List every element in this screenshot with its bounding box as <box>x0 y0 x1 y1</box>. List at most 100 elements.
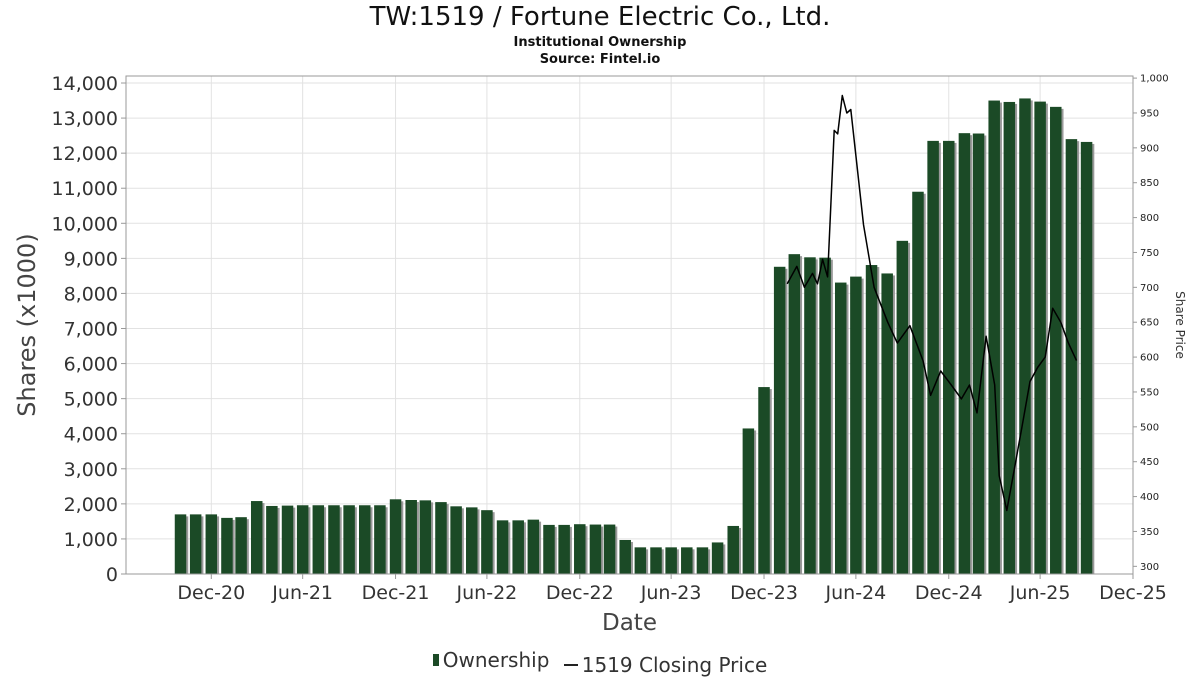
y2-tick-label: 800 <box>1140 213 1159 224</box>
ownership-bar <box>711 542 724 574</box>
y-tick-label: 1,000 <box>64 529 118 551</box>
y-tick-label: 3,000 <box>64 459 118 481</box>
ownership-bar <box>359 505 371 574</box>
y-tick-label: 2,000 <box>64 494 118 516</box>
y2-axis-label: Share Price <box>1173 291 1187 359</box>
legend-price-label: 1519 Closing Price <box>581 653 768 677</box>
y2-tick-label: 850 <box>1140 178 1159 189</box>
ownership-bar <box>1003 101 1016 574</box>
ownership-bar <box>1019 98 1031 574</box>
y-tick-label: 5,000 <box>64 389 118 411</box>
y-tick-label: 0 <box>106 564 118 586</box>
ownership-bar <box>634 547 647 574</box>
y-tick-label: 9,000 <box>64 248 118 270</box>
legend-ownership: Ownership <box>432 648 550 672</box>
ownership-bar <box>1080 141 1093 575</box>
y2-tick-label: 300 <box>1140 562 1159 573</box>
axes: 0 1,000 2,000 3,000 4,000 5,000 6,000 7,000 8,00… <box>13 73 1187 636</box>
ownership-bar <box>405 500 417 574</box>
price-line-swatch-icon <box>563 664 578 666</box>
ownership-bar <box>696 547 709 574</box>
ownership-bar <box>788 254 801 574</box>
y2-tick-label: 950 <box>1140 108 1159 119</box>
ownership-bar <box>804 257 816 574</box>
ownership-bar <box>758 387 770 574</box>
y2-tick-label: 700 <box>1140 283 1159 294</box>
ownership-bar <box>221 517 233 574</box>
ownership-bar <box>266 505 278 574</box>
ownership-bar <box>543 524 555 574</box>
ownership-bar <box>466 507 478 574</box>
y-tick-label: 11,000 <box>52 178 118 200</box>
ownership-chart: 0 1,000 2,000 3,000 4,000 5,000 6,000 7,000 8,00… <box>13 73 1187 636</box>
y2-tick-label: 400 <box>1140 492 1159 503</box>
y2-tick-label: 650 <box>1140 318 1159 329</box>
price-line-layer <box>786 94 1078 512</box>
ownership-bar <box>250 501 263 574</box>
ownership-bar <box>834 282 847 574</box>
x-tick-label: Jun-24 <box>825 582 887 604</box>
y2-tick-label: 500 <box>1140 422 1159 433</box>
legend-ownership-label: Ownership <box>442 648 550 672</box>
y-tick-label: 13,000 <box>52 108 118 130</box>
y-tick-label: 12,000 <box>52 143 118 165</box>
ownership-bar <box>328 505 340 574</box>
ownership-bar <box>972 133 985 574</box>
ownership-bar <box>943 140 955 574</box>
ownership-bar <box>174 514 187 574</box>
x-tick-label: Jun-21 <box>271 582 333 604</box>
ownership-bar <box>742 428 755 574</box>
chart-title: TW:1519 / Fortune Electric Co., Ltd. <box>369 2 831 32</box>
ownership-bar <box>912 191 924 574</box>
ownership-bar <box>527 519 540 574</box>
ownership-bar <box>574 524 586 574</box>
x-tick-label: Dec-23 <box>730 582 798 604</box>
ownership-swatch-icon <box>432 654 439 666</box>
ownership-bar <box>189 514 202 574</box>
plot-frame <box>125 75 1134 575</box>
y-tick-label: 6,000 <box>64 354 118 376</box>
y-tick-label: 14,000 <box>52 73 118 95</box>
x-tick-label: Dec-21 <box>362 582 430 604</box>
chart-source: Source: Fintel.io <box>539 52 661 67</box>
ownership-bar <box>435 502 447 574</box>
y2-tick-label: 550 <box>1140 387 1159 398</box>
ownership-bar <box>589 524 602 574</box>
y2-tick-label: 900 <box>1140 143 1159 154</box>
ownership-bar <box>512 520 524 574</box>
ownership-bar <box>374 505 386 574</box>
ownership-bar <box>881 273 893 574</box>
y2-tick-label: 600 <box>1140 353 1159 364</box>
ownership-bar <box>650 547 662 574</box>
y-tick-label: 8,000 <box>64 283 118 305</box>
x-tick-label: Dec-24 <box>915 582 983 604</box>
ownership-bar <box>481 510 493 574</box>
ownership-bars <box>174 98 1095 575</box>
chart-subtitle: Institutional Ownership <box>513 35 687 50</box>
ownership-bar <box>773 266 786 574</box>
x-tick-label: Jun-25 <box>1009 582 1071 604</box>
ownership-bar <box>281 505 294 574</box>
ownership-bar <box>896 240 909 574</box>
y-axis-label: Shares (x1000) <box>13 233 41 416</box>
y2-tick-label: 1,000 <box>1140 74 1169 85</box>
ownership-bar <box>958 133 971 574</box>
y-tick-label: 7,000 <box>64 319 118 341</box>
x-tick-label: Dec-20 <box>177 582 245 604</box>
ownership-bar <box>450 506 462 574</box>
ownership-bar <box>1034 101 1046 574</box>
ownership-bar <box>850 276 862 574</box>
y-tick-label: 10,000 <box>52 213 118 235</box>
ownership-bar <box>619 539 631 574</box>
legend-price: 1519 Closing Price <box>563 653 768 677</box>
y2-tick-label: 750 <box>1140 248 1159 259</box>
ownership-bar <box>419 500 432 574</box>
ownership-bar <box>819 257 831 574</box>
x-tick-label: Dec-25 <box>1099 582 1167 604</box>
x-axis-label: Date <box>602 610 657 636</box>
x-tick-label: Jun-22 <box>456 582 518 604</box>
ownership-bar <box>389 499 402 574</box>
ownership-bar <box>865 265 878 574</box>
ownership-bar <box>1050 106 1062 574</box>
ownership-bar <box>1065 139 1078 574</box>
